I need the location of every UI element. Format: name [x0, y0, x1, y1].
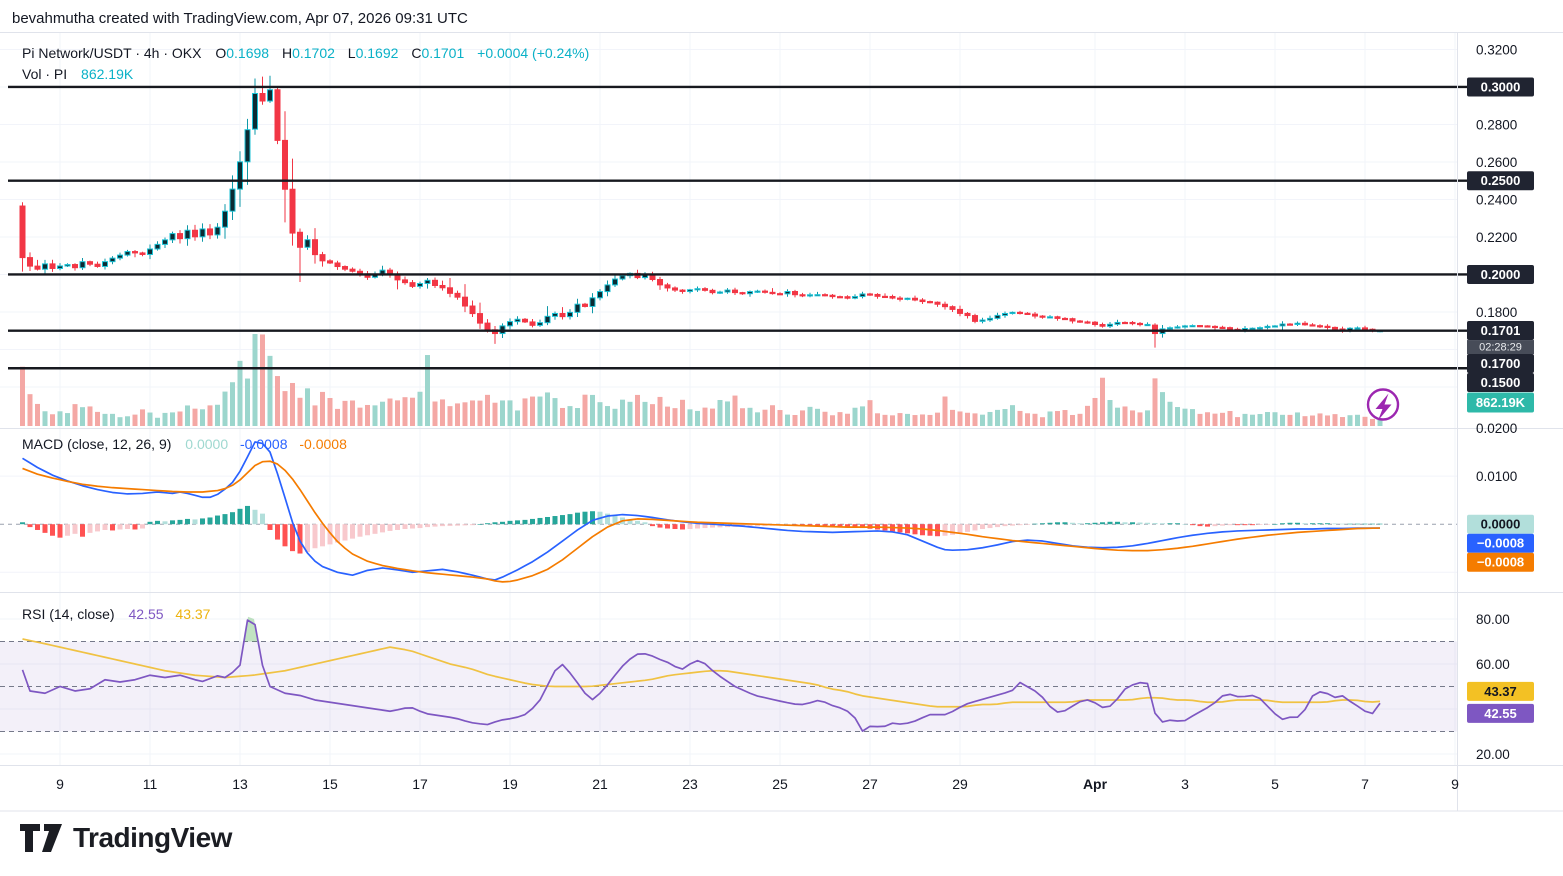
svg-text:0.2000: 0.2000	[1481, 267, 1521, 282]
symbol-legend[interactable]: Pi Network/USDT · 4h · OKX O0.1698 H0.17…	[22, 45, 589, 61]
level-lines	[8, 85, 1468, 370]
svg-text:25: 25	[772, 776, 788, 792]
svg-text:0.2400: 0.2400	[1476, 192, 1517, 207]
svg-text:0.0100: 0.0100	[1476, 469, 1517, 484]
macd-hist-value: 0.0000	[185, 436, 229, 452]
candle-countdown	[1467, 340, 1534, 355]
macd-title: MACD (close, 12, 26, 9)	[22, 436, 172, 452]
price-level-badge	[1467, 373, 1534, 393]
volume-badge	[1467, 392, 1534, 413]
svg-text:20.00: 20.00	[1476, 747, 1510, 762]
svg-text:13: 13	[232, 776, 248, 792]
tradingview-logo-text: TradingView	[73, 822, 232, 853]
svg-text:9: 9	[1451, 776, 1459, 792]
volume-value: 862.19K	[81, 66, 134, 82]
candlestick-series	[19, 75, 1383, 348]
svg-text:27: 27	[862, 776, 878, 792]
change-value: +0.0004 (+0.24%)	[477, 45, 590, 61]
svg-text:11: 11	[143, 776, 158, 792]
price-level-badge	[1467, 264, 1534, 284]
ohlc-low: L0.1692	[347, 45, 399, 61]
macd-line-badge	[1467, 533, 1534, 553]
svg-text:0.1701: 0.1701	[1481, 323, 1521, 338]
time-axis[interactable]: 9 11 13 15 17 19 21 23 25 27 29 Apr 3 5 7 9	[56, 776, 1459, 792]
macd-series	[0, 441, 1457, 583]
rsi-value: 42.55	[128, 606, 164, 622]
chart-canvas[interactable]: 0.3200 0.2800 0.2600 0.2400 0.2200 0.1800 0.30…	[0, 32, 1563, 812]
price-axis[interactable]: 0.3200 0.2800 0.2600 0.2400 0.2200 0.1800 0.30…	[1467, 42, 1534, 413]
ohlc-high: H0.1702	[281, 45, 335, 61]
rsi-title: RSI (14, close)	[22, 606, 115, 622]
volume-legend[interactable]: Vol · PI 862.19K	[22, 66, 141, 82]
svg-text:9: 9	[56, 776, 64, 792]
svg-text:19: 19	[502, 776, 518, 792]
pane-separators	[0, 32, 1563, 812]
svg-text:0.3000: 0.3000	[1481, 79, 1521, 94]
current-price-badge	[1467, 321, 1534, 341]
svg-text:0.1500: 0.1500	[1481, 375, 1521, 390]
svg-text:Apr: Apr	[1083, 776, 1108, 792]
svg-text:29: 29	[952, 776, 968, 792]
volume-title: Vol · PI	[22, 66, 68, 82]
svg-text:0.1700: 0.1700	[1481, 356, 1521, 371]
svg-text:3: 3	[1181, 776, 1189, 792]
rsi-legend[interactable]: RSI (14, close) 42.55 43.37	[22, 606, 218, 622]
svg-text:80.00: 80.00	[1476, 612, 1510, 627]
macd-hist-badge	[1467, 514, 1534, 534]
rsi-ma-value: 43.37	[175, 606, 211, 622]
svg-text:17: 17	[412, 776, 428, 792]
macd-axis[interactable]: 0.0200 0.0100 0.0000 −0.0008 −0.0008	[1467, 421, 1534, 572]
svg-text:0.2200: 0.2200	[1476, 230, 1517, 245]
symbol-title: Pi Network/USDT · 4h · OKX	[22, 45, 202, 61]
svg-text:5: 5	[1271, 776, 1279, 792]
rsi-series	[0, 616, 1457, 732]
boost-icon[interactable]	[1366, 388, 1400, 421]
rsi-axis[interactable]: 80.00 60.00 20.00 43.37 42.55	[1467, 612, 1534, 762]
svg-text:0.3200: 0.3200	[1476, 42, 1517, 57]
price-level-badge	[1467, 77, 1534, 97]
svg-text:43.37: 43.37	[1484, 684, 1517, 699]
rsi-band	[0, 641, 1457, 732]
price-level-badge	[1467, 354, 1534, 374]
macd-line-value: -0.0008	[240, 436, 288, 452]
svg-text:60.00: 60.00	[1476, 657, 1510, 672]
attribution-text: bevahmutha created with TradingView.com,…	[12, 10, 468, 27]
svg-text:23: 23	[682, 776, 698, 792]
price-level-badge	[1467, 171, 1534, 191]
svg-text:21: 21	[592, 776, 608, 792]
rsi-value-badge	[1467, 703, 1534, 723]
svg-text:−0.0008: −0.0008	[1477, 536, 1524, 551]
svg-text:0.1800: 0.1800	[1476, 305, 1517, 320]
svg-text:7: 7	[1361, 776, 1369, 792]
macd-legend[interactable]: MACD (close, 12, 26, 9) 0.0000 -0.0008 -…	[22, 436, 355, 452]
svg-text:0.2500: 0.2500	[1481, 173, 1521, 188]
ohlc-open: O0.1698	[215, 45, 270, 61]
svg-text:02:28:29: 02:28:29	[1479, 342, 1522, 354]
rsi-ma-badge	[1467, 681, 1534, 701]
tradingview-logo-icon	[20, 824, 62, 852]
tradingview-logo[interactable]: TradingView	[18, 820, 232, 856]
volume-series	[20, 333, 1383, 426]
svg-text:0.0200: 0.0200	[1476, 421, 1517, 436]
svg-text:862.19K: 862.19K	[1476, 395, 1526, 410]
macd-signal-value: -0.0008	[299, 436, 347, 452]
svg-text:0.2600: 0.2600	[1476, 155, 1517, 170]
macd-signal-badge	[1467, 552, 1534, 572]
svg-text:0.0000: 0.0000	[1481, 517, 1521, 532]
svg-text:42.55: 42.55	[1484, 706, 1517, 721]
svg-text:−0.0008: −0.0008	[1477, 555, 1524, 570]
svg-text:15: 15	[322, 776, 338, 792]
ohlc-close: C0.1701	[411, 45, 465, 61]
svg-text:0.2800: 0.2800	[1476, 117, 1517, 132]
